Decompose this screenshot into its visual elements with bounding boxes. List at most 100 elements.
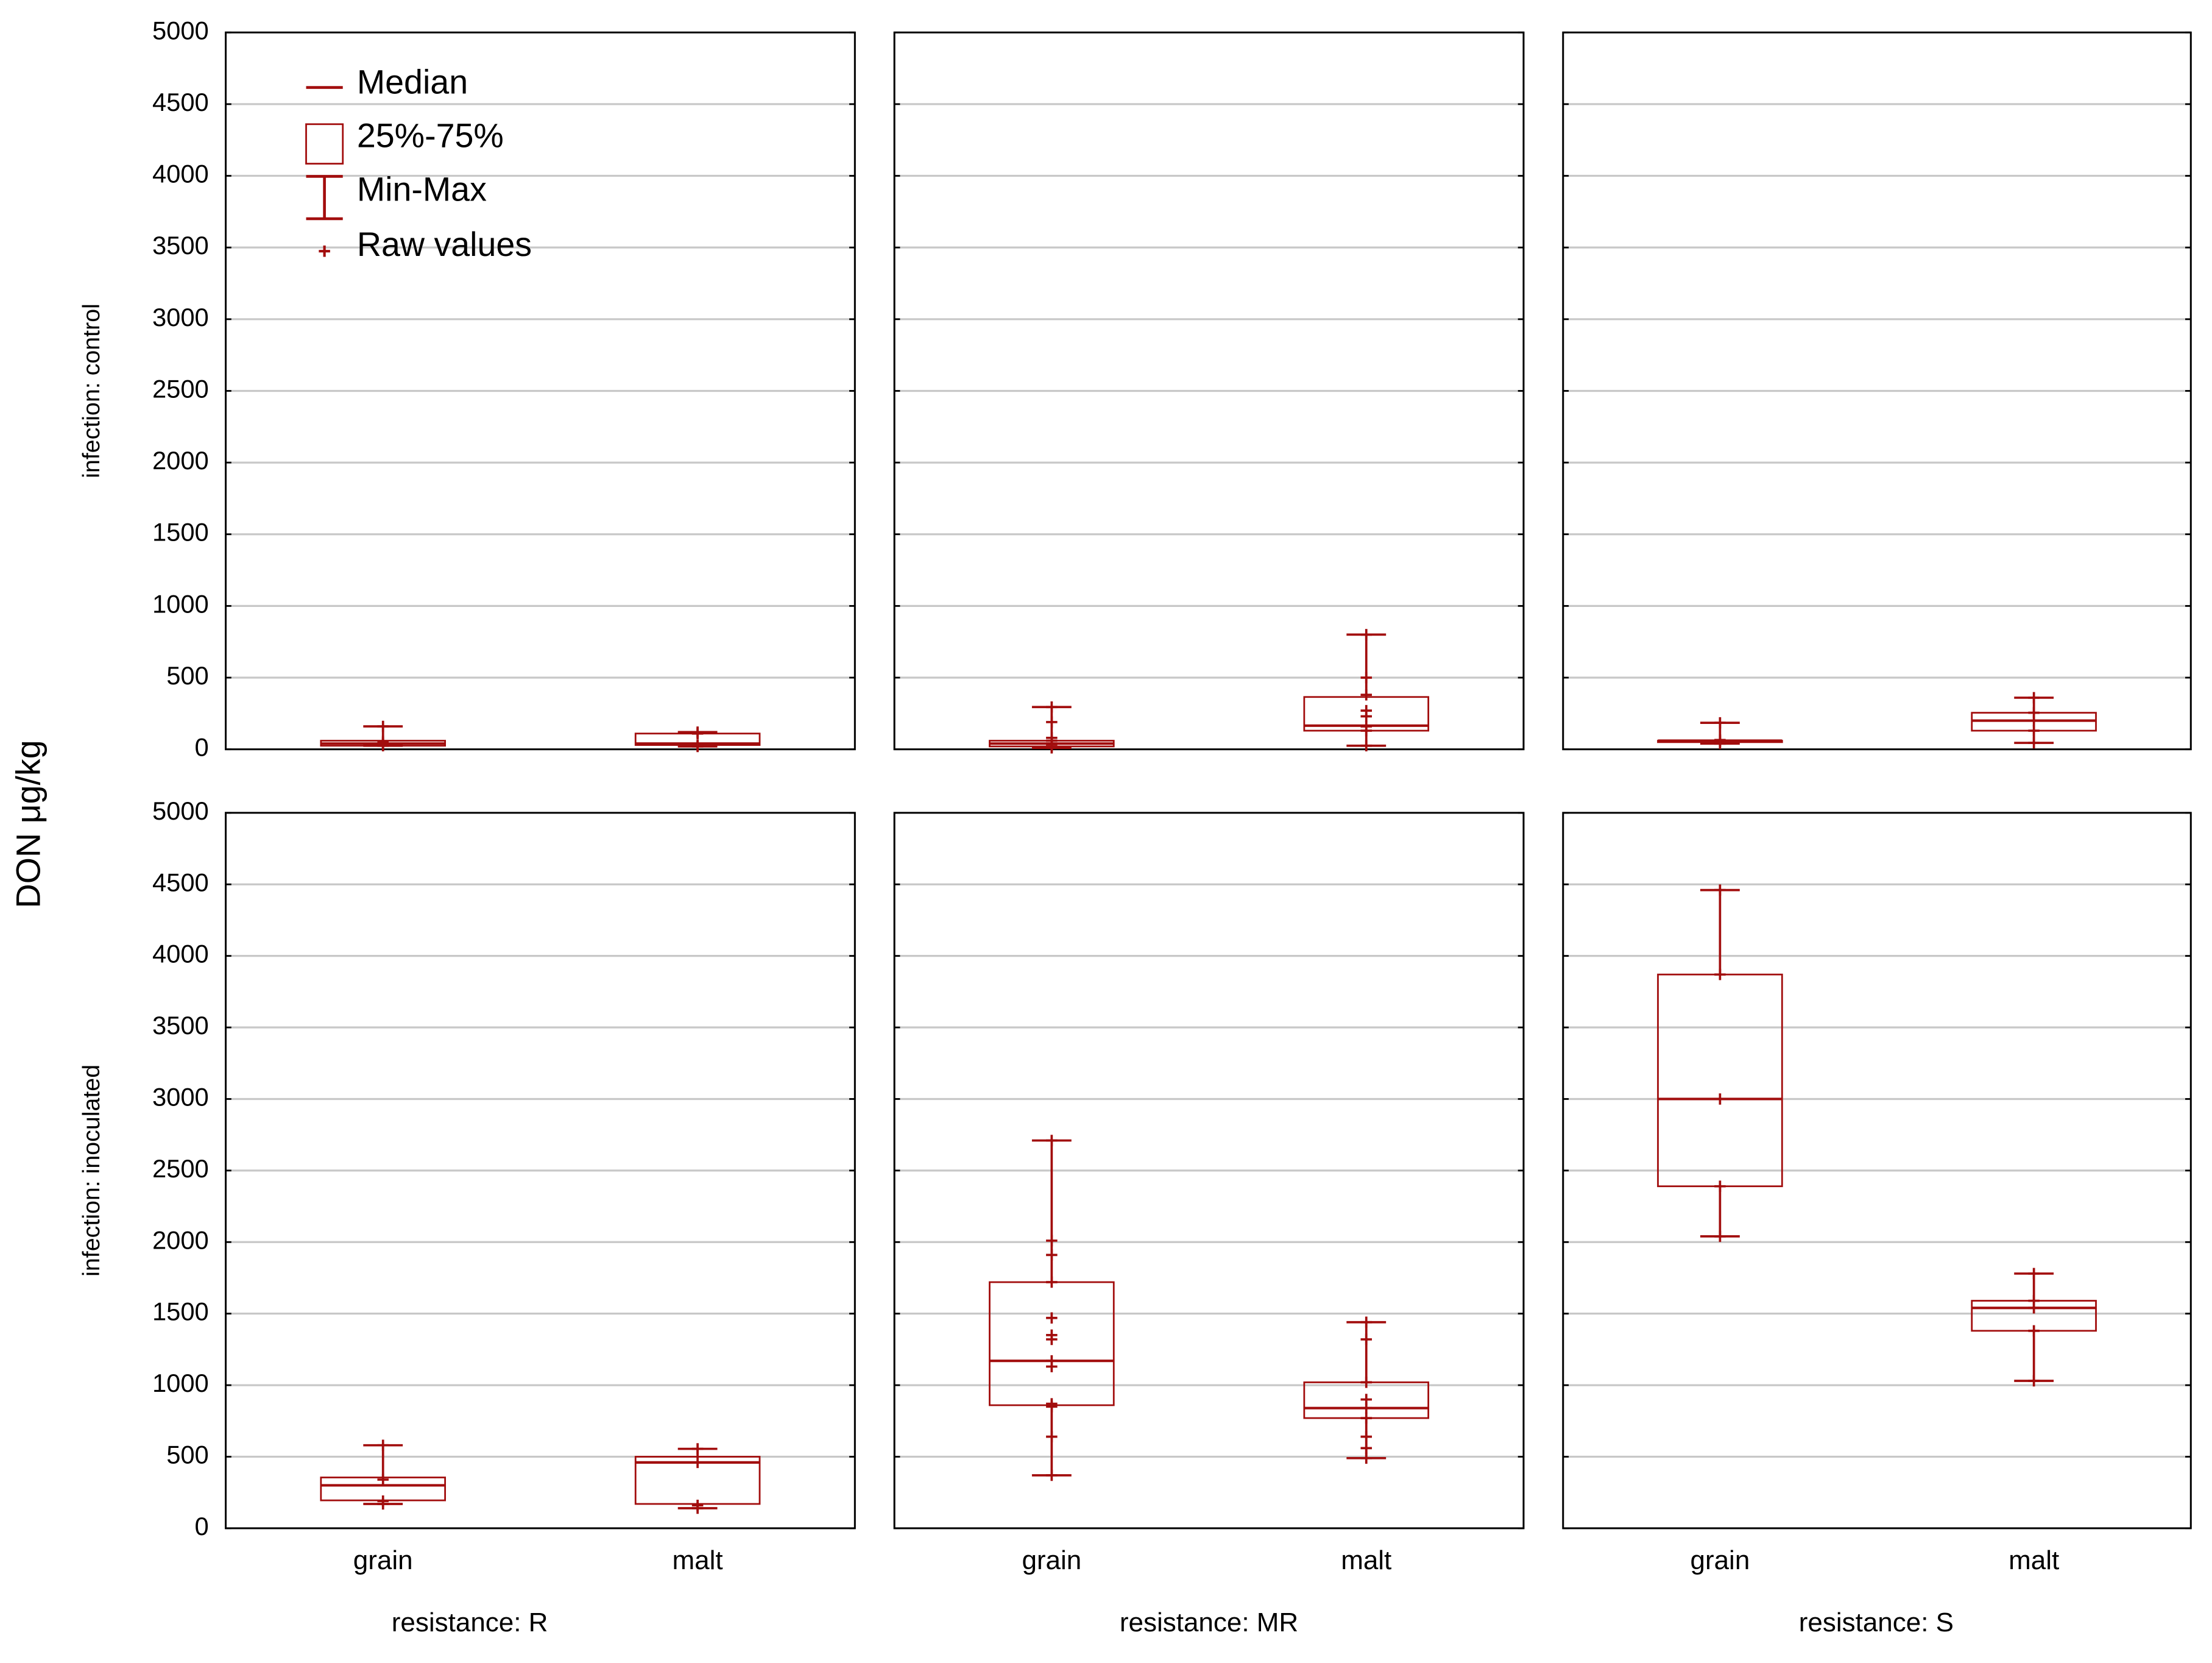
raw-value-point (377, 1439, 389, 1451)
box-grain (1657, 717, 1783, 750)
raw-value-point (377, 1495, 389, 1507)
raw-value-point (1360, 1452, 1373, 1464)
raw-value-point (691, 1500, 704, 1511)
raw-value-point (1046, 1431, 1058, 1442)
panel-r1-c1 (893, 812, 1525, 1530)
raw-value-point (1046, 1249, 1058, 1261)
raw-value-point (1046, 1312, 1058, 1324)
panel-r0-c1 (893, 31, 1525, 754)
raw-value-point (691, 726, 704, 738)
y-tick-label: 3500 (152, 1011, 209, 1040)
raw-value-point (1714, 717, 1726, 729)
y-tick-label: 5000 (152, 796, 209, 825)
raw-value-point (2028, 1295, 2040, 1307)
raw-value-point (1360, 1394, 1373, 1405)
y-tick-label: 5000 (152, 16, 209, 44)
y-tick-label: 3000 (152, 1082, 209, 1111)
raw-value-point (1360, 704, 1373, 717)
raw-value-point (1046, 1398, 1058, 1409)
box-malt (634, 1443, 761, 1514)
box-malt (634, 726, 761, 753)
raw-value-point (1046, 1235, 1058, 1247)
raw-value-point (2028, 1325, 2040, 1337)
y-tick-label: 1000 (152, 589, 209, 618)
box-malt (1971, 1268, 2097, 1387)
raw-value-point (691, 1456, 704, 1469)
raw-value-point (1714, 1093, 1726, 1105)
raw-value-point (2028, 707, 2040, 718)
y-tick-label: 3500 (152, 231, 209, 260)
raw-value-point (377, 736, 389, 747)
raw-value-point (691, 1443, 704, 1455)
raw-value-point (1046, 701, 1058, 713)
box-grain (320, 720, 446, 752)
box-grain (989, 1135, 1115, 1481)
iqr-box (1657, 973, 1783, 1188)
panel-r0-c0 (225, 31, 856, 753)
y-axis-title: DON μg/kg (10, 740, 48, 908)
raw-value-point (2028, 1375, 2040, 1387)
raw-value-point (2028, 737, 2040, 749)
raw-value-point (1046, 1329, 1058, 1341)
raw-value-point (377, 1473, 389, 1486)
raw-value-point (1360, 1412, 1373, 1424)
y-tick-label: 2500 (152, 1154, 209, 1183)
column-label: resistance: R (392, 1608, 548, 1637)
legend-raw-icon (319, 245, 330, 257)
legend-label-box: 25%-75% (357, 117, 504, 155)
box-malt (1303, 629, 1430, 752)
raw-value-point (1360, 740, 1373, 752)
raw-value-point (1360, 1377, 1373, 1388)
raw-value-point (1046, 1276, 1058, 1288)
column-label: resistance: S (1799, 1608, 1954, 1637)
raw-value-point (1046, 1469, 1058, 1481)
legend-label-whisker: Min-Max (357, 171, 487, 208)
box-grain (320, 1439, 446, 1510)
y-tick-label: 1500 (152, 1297, 209, 1326)
raw-value-point (1360, 1431, 1373, 1442)
column-label: resistance: MR (1120, 1608, 1298, 1637)
y-tick-label: 0 (195, 733, 209, 762)
y-tick-label: 2000 (152, 446, 209, 475)
raw-value-point (1714, 1180, 1726, 1192)
row-label: infection: inoculated (78, 1065, 105, 1277)
y-tick-label: 4000 (152, 940, 209, 968)
raw-value-point (1046, 1355, 1058, 1367)
legend-box-icon (305, 123, 344, 165)
x-tick-label: grain (353, 1545, 413, 1575)
y-tick-label: 500 (166, 661, 209, 690)
y-tick-label: 4500 (152, 868, 209, 896)
raw-value-point (1714, 968, 1726, 980)
raw-value-point (377, 720, 389, 732)
legend-label-median: Median (357, 63, 468, 101)
x-tick-label: malt (673, 1545, 723, 1575)
raw-value-point (2028, 692, 2040, 704)
box-grain (989, 701, 1115, 754)
panel-r1-c0 (225, 812, 856, 1530)
raw-value-point (1046, 732, 1058, 744)
y-tick-label: 2000 (152, 1225, 209, 1254)
raw-value-point (2028, 1268, 2040, 1280)
box-grain (1657, 884, 1783, 1243)
y-tick-label: 4000 (152, 160, 209, 188)
y-tick-label: 1000 (152, 1369, 209, 1397)
raw-value-point (1046, 716, 1058, 728)
legend-whisker-icon (306, 175, 343, 221)
raw-value-point (1360, 689, 1373, 701)
legend-label-raw: Raw values (357, 225, 532, 263)
x-tick-label: grain (1690, 1545, 1750, 1575)
x-tick-label: malt (1341, 1545, 1391, 1575)
raw-value-point (1714, 734, 1726, 746)
panel-r1-c2 (1562, 812, 2192, 1530)
raw-value-point (1360, 629, 1373, 640)
x-tick-label: malt (2009, 1545, 2059, 1575)
raw-value-point (1046, 1135, 1058, 1146)
y-tick-label: 3000 (152, 303, 209, 332)
box-malt (1971, 692, 2097, 749)
raw-value-point (1360, 1333, 1373, 1346)
row-label: infection: control (78, 303, 105, 478)
y-tick-label: 0 (195, 1512, 209, 1541)
raw-value-point (1714, 1230, 1726, 1243)
raw-value-point (1360, 672, 1373, 684)
